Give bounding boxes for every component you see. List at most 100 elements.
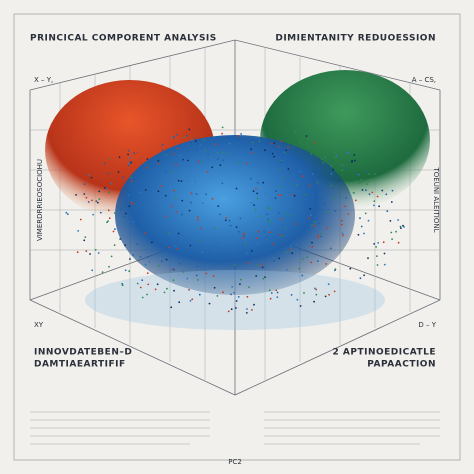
dot	[308, 163, 311, 166]
dot	[222, 151, 225, 154]
dot	[281, 235, 284, 238]
dot	[334, 268, 337, 271]
dot	[345, 167, 348, 170]
dot	[290, 294, 293, 296]
dot	[317, 260, 319, 263]
dot	[296, 183, 298, 186]
axis-label: PC2	[228, 458, 242, 466]
dot	[119, 238, 122, 240]
dot	[310, 167, 313, 170]
dot	[311, 241, 313, 244]
dot	[278, 211, 280, 214]
dot	[296, 298, 299, 301]
dot	[361, 189, 364, 191]
dot	[249, 177, 252, 180]
dot	[139, 255, 142, 258]
dot	[324, 295, 327, 298]
dot	[227, 143, 230, 145]
dot	[284, 227, 286, 229]
dot	[400, 227, 402, 230]
dot	[173, 136, 175, 138]
dot	[190, 141, 193, 143]
dot	[341, 169, 343, 172]
dot	[227, 310, 230, 313]
dot	[144, 189, 147, 191]
caption: 2 APTINOEDICATLE	[333, 348, 437, 358]
dot	[311, 223, 313, 226]
dot	[347, 213, 350, 215]
dot	[340, 219, 343, 222]
dot	[141, 296, 144, 299]
dot	[174, 206, 177, 208]
dot	[184, 145, 186, 148]
dot	[174, 245, 177, 248]
dot	[131, 180, 133, 183]
dot	[315, 288, 318, 291]
dot	[310, 153, 313, 155]
dot	[271, 152, 274, 155]
dot	[314, 224, 316, 227]
dot	[129, 258, 131, 260]
dot	[194, 137, 197, 140]
dot	[305, 135, 308, 137]
dot	[330, 172, 333, 175]
dot	[129, 160, 132, 163]
dot	[310, 214, 312, 217]
dot	[168, 258, 171, 260]
dot	[359, 182, 361, 185]
dot	[106, 221, 108, 224]
dot	[148, 260, 151, 263]
dot	[168, 246, 170, 249]
dot	[341, 232, 344, 235]
dot	[280, 194, 282, 197]
dot	[231, 286, 234, 288]
dot	[277, 169, 280, 172]
dot	[76, 251, 79, 254]
dot	[75, 194, 77, 196]
dot	[147, 283, 150, 286]
dot	[189, 244, 192, 247]
dot	[227, 152, 230, 155]
dot	[349, 267, 352, 270]
dot	[221, 126, 224, 129]
dot	[103, 187, 106, 189]
dot	[235, 307, 237, 309]
dot	[87, 201, 90, 203]
dot	[127, 164, 130, 167]
right-title: DIMIENTANITY REDUOESSION	[275, 34, 436, 44]
dot	[285, 149, 287, 152]
dot	[306, 256, 309, 258]
dot	[273, 259, 276, 262]
dot	[235, 300, 238, 302]
dot	[128, 162, 131, 165]
dot	[272, 243, 275, 246]
dot	[328, 160, 331, 163]
dot	[272, 256, 275, 259]
dot	[264, 192, 267, 195]
dot	[195, 149, 198, 152]
dot	[136, 243, 139, 246]
dot	[157, 190, 160, 193]
dot	[341, 164, 344, 167]
dot	[216, 295, 219, 297]
dot	[187, 159, 190, 162]
dot	[293, 194, 296, 197]
dot	[254, 208, 257, 211]
dot	[233, 264, 236, 266]
dot	[156, 283, 159, 286]
dot	[107, 172, 110, 175]
dot	[65, 211, 68, 214]
dot	[245, 240, 247, 243]
dot	[275, 289, 278, 292]
dot	[173, 269, 176, 271]
dot	[360, 225, 363, 228]
caption: PAPAACTION	[367, 360, 436, 370]
dot	[213, 286, 216, 289]
dot	[169, 170, 172, 173]
dot	[382, 241, 385, 244]
dot	[91, 269, 94, 272]
dot	[315, 226, 317, 229]
dot	[317, 234, 320, 237]
dot	[294, 223, 297, 225]
dot	[97, 252, 100, 254]
